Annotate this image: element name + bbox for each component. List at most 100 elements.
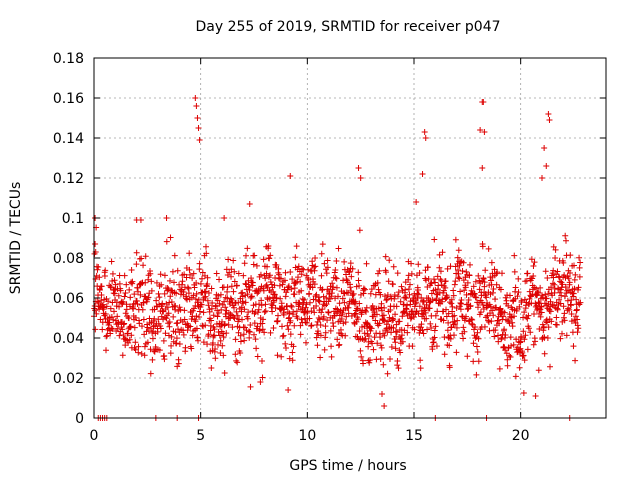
data-point <box>521 336 528 343</box>
data-point <box>132 314 139 321</box>
data-point <box>259 326 266 333</box>
data-point <box>138 255 145 262</box>
data-point <box>377 291 384 298</box>
data-point <box>518 297 525 304</box>
data-point <box>325 309 332 316</box>
data-point <box>349 265 356 272</box>
data-point <box>149 335 156 342</box>
data-point <box>380 361 387 368</box>
data-point <box>207 322 214 329</box>
data-point <box>448 300 455 307</box>
data-point <box>375 270 381 277</box>
data-point <box>565 275 572 282</box>
data-point <box>524 346 531 353</box>
data-point <box>231 315 238 322</box>
data-point <box>502 347 509 354</box>
data-point <box>480 305 487 312</box>
data-point <box>291 322 298 329</box>
data-point <box>354 333 361 340</box>
data-point <box>145 294 152 301</box>
data-point <box>488 281 495 288</box>
data-point <box>188 345 195 352</box>
data-point <box>158 281 165 288</box>
data-point <box>98 297 105 304</box>
data-point <box>424 326 431 333</box>
data-point <box>442 284 449 291</box>
data-point <box>549 280 556 287</box>
data-point <box>216 276 223 283</box>
data-point <box>441 351 448 358</box>
data-point <box>422 267 429 274</box>
data-point <box>137 217 144 223</box>
data-point <box>464 353 471 360</box>
data-point <box>147 270 154 277</box>
data-point <box>204 297 211 304</box>
data-point <box>560 303 567 310</box>
y-axis-label: SRMTID / TECUs <box>8 182 24 295</box>
x-tick-label: 5 <box>196 428 205 444</box>
data-point <box>399 332 405 339</box>
data-point <box>279 281 286 288</box>
data-point <box>253 262 260 269</box>
data-point <box>251 331 257 338</box>
data-point <box>284 322 291 329</box>
data-point <box>303 319 310 326</box>
data-point <box>318 309 325 316</box>
data-point <box>449 303 456 310</box>
data-point <box>413 299 420 306</box>
data-point <box>453 305 460 312</box>
data-point <box>303 301 310 308</box>
data-point <box>321 346 328 353</box>
data-point <box>246 334 253 341</box>
data-point <box>193 313 200 320</box>
data-point <box>282 269 289 276</box>
data-point <box>386 314 393 321</box>
data-point <box>98 292 105 299</box>
data-point <box>504 356 511 363</box>
data-point <box>474 348 481 355</box>
data-point <box>131 324 138 331</box>
data-point <box>495 338 502 345</box>
data-point <box>161 356 168 363</box>
data-point <box>202 293 209 300</box>
data-point <box>262 301 269 308</box>
data-point <box>228 296 235 303</box>
data-point <box>191 284 198 291</box>
data-point <box>123 306 130 313</box>
data-point <box>511 252 518 259</box>
data-point <box>413 199 420 205</box>
data-point <box>103 347 109 354</box>
data-point <box>451 312 458 319</box>
data-point <box>481 323 488 330</box>
data-point <box>381 332 388 339</box>
data-point <box>358 353 365 360</box>
data-point <box>521 357 528 364</box>
data-point <box>572 313 579 320</box>
data-point <box>287 317 294 324</box>
data-point <box>403 295 410 302</box>
data-point <box>511 313 517 320</box>
data-point <box>458 296 465 303</box>
data-point <box>123 281 130 288</box>
data-point <box>254 353 261 360</box>
data-point <box>297 278 304 285</box>
data-point <box>319 241 326 248</box>
data-point <box>193 290 200 297</box>
data-point <box>464 279 471 286</box>
data-point <box>428 280 435 287</box>
data-point <box>420 298 427 305</box>
data-point <box>512 373 519 380</box>
data-point <box>376 320 383 327</box>
data-point <box>218 321 225 328</box>
data-point <box>570 343 577 350</box>
data-point <box>141 352 148 359</box>
data-point <box>465 297 472 304</box>
data-point <box>271 291 278 298</box>
data-point <box>360 360 367 367</box>
data-point <box>292 254 299 261</box>
data-point <box>350 290 357 297</box>
data-point <box>235 270 242 277</box>
data-point <box>480 99 487 105</box>
data-point <box>313 334 320 341</box>
data-point <box>564 297 571 304</box>
